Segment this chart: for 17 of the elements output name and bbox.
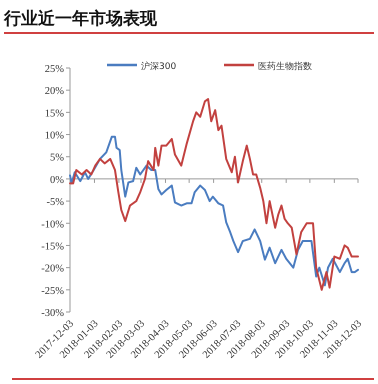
y-tick-label: -5% <box>46 197 64 208</box>
y-tick-label: 20% <box>44 86 64 98</box>
y-tick-label: 15% <box>44 108 64 120</box>
y-tick-label: 10% <box>44 130 64 142</box>
line-series <box>69 98 359 291</box>
y-tick-label: -20% <box>41 264 64 275</box>
y-tick-label: -25% <box>41 286 64 297</box>
y-tick-label: -15% <box>41 241 64 252</box>
line-series <box>69 136 359 286</box>
y-tick-label: -30% <box>41 308 64 319</box>
chart-title: 行业近一年市场表现 <box>3 9 158 29</box>
y-tick-label: 0% <box>50 174 64 186</box>
y-tick-label: 25% <box>44 64 64 75</box>
legend-label: 沪深300 <box>141 61 176 72</box>
legend-label: 医药生物指数 <box>258 61 312 72</box>
y-tick-label: -10% <box>41 219 64 230</box>
y-tick-label: 5% <box>50 152 64 164</box>
